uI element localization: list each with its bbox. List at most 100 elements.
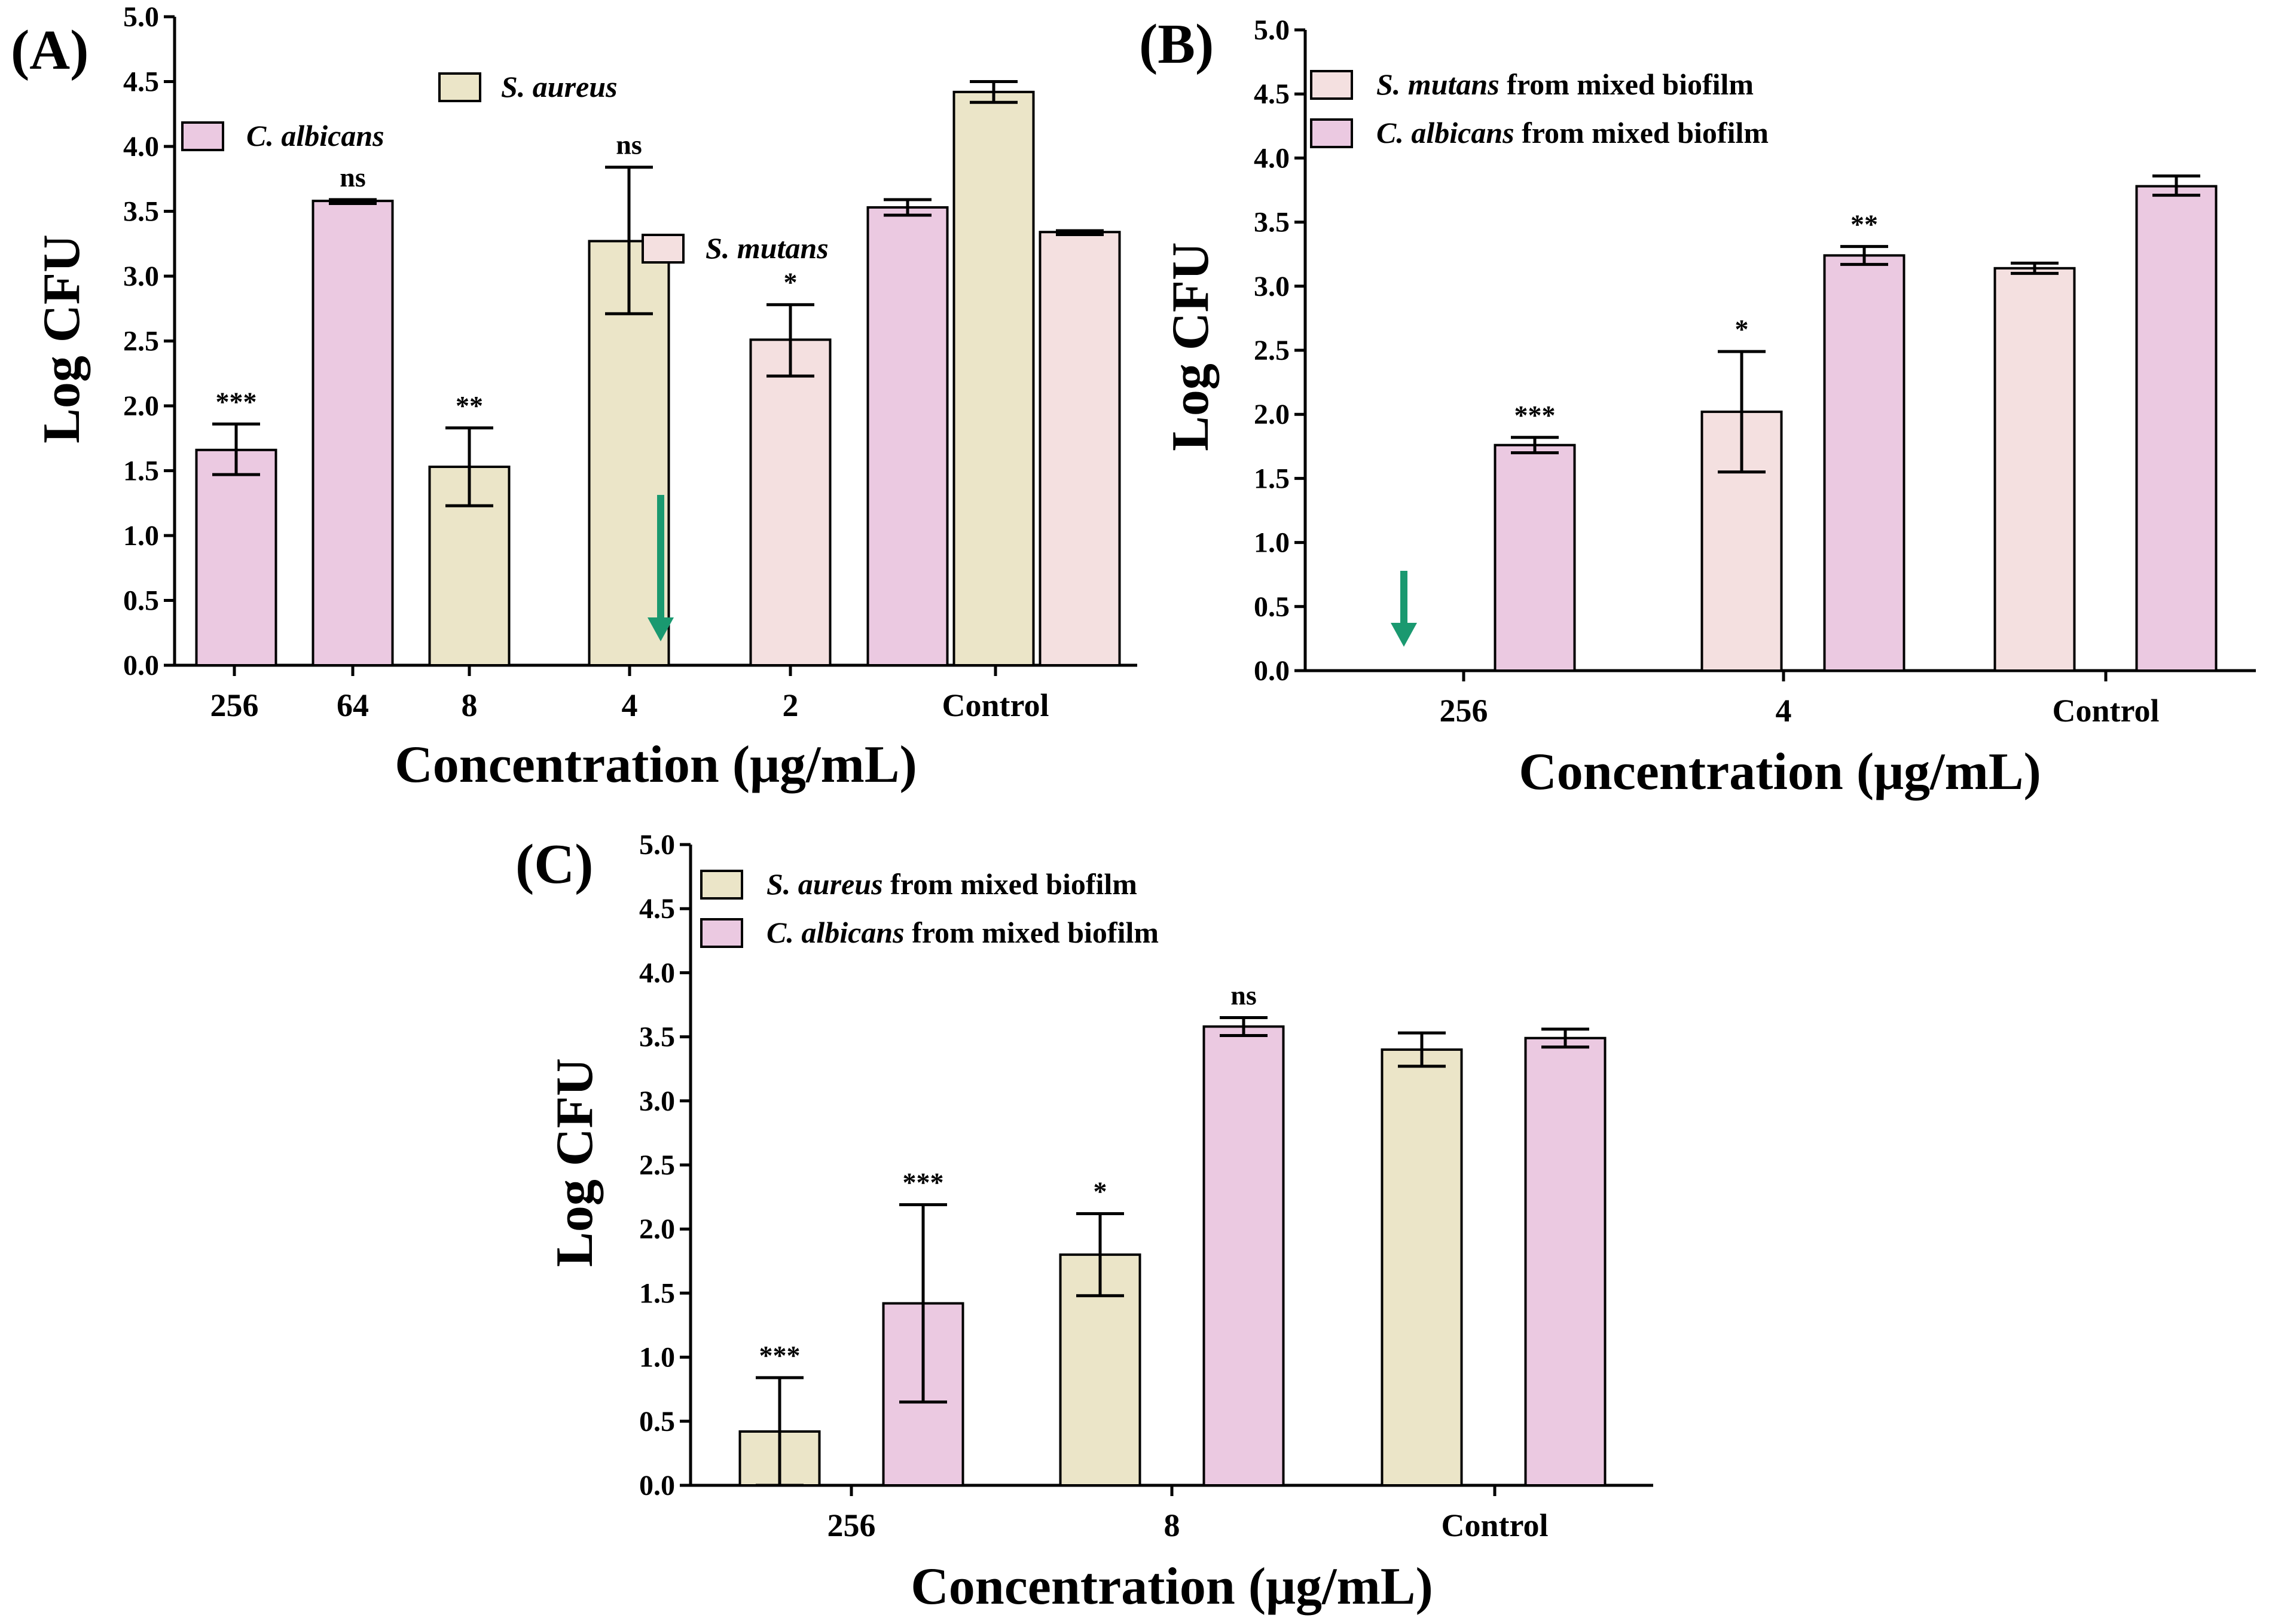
bar-control <box>866 206 949 666</box>
bar-8 <box>1202 1025 1285 1487</box>
y-tick-label: 1.0 <box>639 1342 675 1374</box>
y-axis-title: Log CFU <box>1162 242 1220 451</box>
y-tick-label: 1.5 <box>639 1277 675 1309</box>
bar-control <box>1524 1036 1607 1487</box>
y-tick-label: 0.5 <box>123 585 159 617</box>
y-tick-label: 4.0 <box>123 131 159 163</box>
y-tick-label: 0.5 <box>1254 591 1290 623</box>
y-tick-label: 3.0 <box>123 261 159 292</box>
bar-4 <box>1823 254 1905 672</box>
x-tick-label: 4 <box>1776 693 1792 729</box>
bar-256 <box>195 448 277 667</box>
legend-swatch <box>700 870 743 900</box>
legend-label: S. mutans from mixed biofilm <box>1376 68 1754 101</box>
x-axis-title: Concentration (μg/mL) <box>1519 743 2041 801</box>
significance-label: *** <box>759 1340 801 1371</box>
y-tick-label: 1.5 <box>1254 463 1290 494</box>
arrow-down-icon <box>648 617 674 641</box>
y-tick-label: 2.5 <box>123 326 159 357</box>
y-tick-label: 0.0 <box>123 650 159 681</box>
panel-label: (B) <box>1139 13 1214 75</box>
x-tick-label: Control <box>2052 693 2159 729</box>
bar-control <box>2135 185 2218 672</box>
y-tick-label: 4.0 <box>1254 142 1290 174</box>
bar-control <box>952 90 1035 667</box>
bar-control <box>1381 1048 1463 1487</box>
y-tick-label: 3.0 <box>1254 271 1290 302</box>
legend-species: C. albicans <box>1376 116 1514 149</box>
y-tick-label: 2.0 <box>1254 399 1290 430</box>
legend-label: S. aureus <box>501 70 618 103</box>
y-tick-label: 5.0 <box>639 829 675 861</box>
y-tick-label: 3.5 <box>1254 207 1290 238</box>
bar-2 <box>749 338 832 666</box>
legend-label: S. aureus from mixed biofilm <box>767 867 1137 901</box>
significance-label: ns <box>340 162 365 192</box>
x-tick-label: 64 <box>337 687 369 723</box>
legend-species: C. albicans <box>767 916 905 949</box>
x-tick-label: 8 <box>1164 1507 1180 1543</box>
panel-b: (B) 0.0 0.5 1.0 1.5 2.0 2.5 3.0 3.5 4.0 4.5 5.0 256 4… <box>1139 13 2256 801</box>
y-tick-label: 3.5 <box>639 1022 675 1053</box>
legend-species: S. mutans <box>1376 68 1500 101</box>
legend-label: C. albicans <box>246 119 384 152</box>
legend-species: C. albicans <box>246 119 384 152</box>
x-tick-label: 256 <box>1440 693 1488 729</box>
significance-label: ** <box>456 390 483 421</box>
legend-label: C. albicans from mixed biofilm <box>1376 116 1769 149</box>
y-tick-label: 3.5 <box>123 196 159 228</box>
x-tick-label: Control <box>942 687 1049 723</box>
significance-label: *** <box>1514 400 1556 430</box>
bar-64 <box>312 200 394 666</box>
legend-suffix: from mixed biofilm <box>883 867 1137 901</box>
bar-control <box>1039 231 1121 667</box>
legend-label: C. albicans from mixed biofilm <box>767 916 1159 949</box>
panel-label: (C) <box>515 833 594 895</box>
significance-label: ** <box>1850 209 1878 239</box>
x-tick-label: 256 <box>210 687 259 723</box>
significance-label: * <box>1094 1176 1107 1206</box>
y-tick-label: 0.0 <box>639 1470 675 1501</box>
y-tick-label: 2.5 <box>639 1149 675 1181</box>
legend-label: S. mutans <box>706 231 829 265</box>
legend-swatch <box>700 918 743 948</box>
x-axis-title: Concentration (μg/mL) <box>911 1558 1433 1616</box>
y-tick-label: 5.0 <box>123 1 159 33</box>
significance-label: *** <box>903 1167 944 1197</box>
legend-species: S. aureus <box>767 867 883 901</box>
legend-suffix: from mixed biofilm <box>1500 68 1754 101</box>
y-tick-label: 0.5 <box>639 1406 675 1438</box>
y-tick-label: 1.0 <box>1254 527 1290 559</box>
significance-label: *** <box>216 386 257 417</box>
y-axis-title: Log CFU <box>546 1058 604 1267</box>
y-tick-label: 1.5 <box>123 455 159 487</box>
y-tick-label: 1.0 <box>123 520 159 552</box>
bar-control <box>1993 267 2076 672</box>
legend-suffix: from mixed biofilm <box>905 916 1159 949</box>
y-tick-label: 4.5 <box>123 66 159 98</box>
y-tick-label: 2.0 <box>639 1213 675 1245</box>
arrow-down-icon <box>1391 623 1417 647</box>
legend-swatch <box>642 234 685 264</box>
significance-label: * <box>784 267 798 298</box>
legend-swatch <box>181 121 224 151</box>
panel-c: (C) 0.0 0.5 1.0 1.5 2.0 2.5 3.0 3.5 4.0 4.5 5.0 256 8… <box>515 829 1653 1616</box>
panel-label: (A) <box>11 19 89 81</box>
significance-label: * <box>1735 314 1749 344</box>
significance-label: ns <box>1230 980 1256 1010</box>
x-tick-label: Control <box>1441 1507 1548 1543</box>
legend-swatch <box>438 72 481 102</box>
legend-swatch <box>1310 70 1353 100</box>
x-tick-label: 256 <box>827 1507 876 1543</box>
y-tick-label: 0.0 <box>1254 655 1290 687</box>
x-tick-label: 4 <box>622 687 638 723</box>
legend-suffix: from mixed biofilm <box>1514 116 1769 149</box>
y-tick-label: 3.0 <box>639 1085 675 1117</box>
y-axis-title: Log CFU <box>33 234 91 444</box>
y-tick-label: 4.5 <box>639 893 675 925</box>
y-tick-label: 2.5 <box>1254 335 1290 366</box>
y-tick-label: 4.0 <box>639 957 675 989</box>
legend-swatch <box>1310 118 1353 148</box>
significance-label: ns <box>616 130 642 160</box>
